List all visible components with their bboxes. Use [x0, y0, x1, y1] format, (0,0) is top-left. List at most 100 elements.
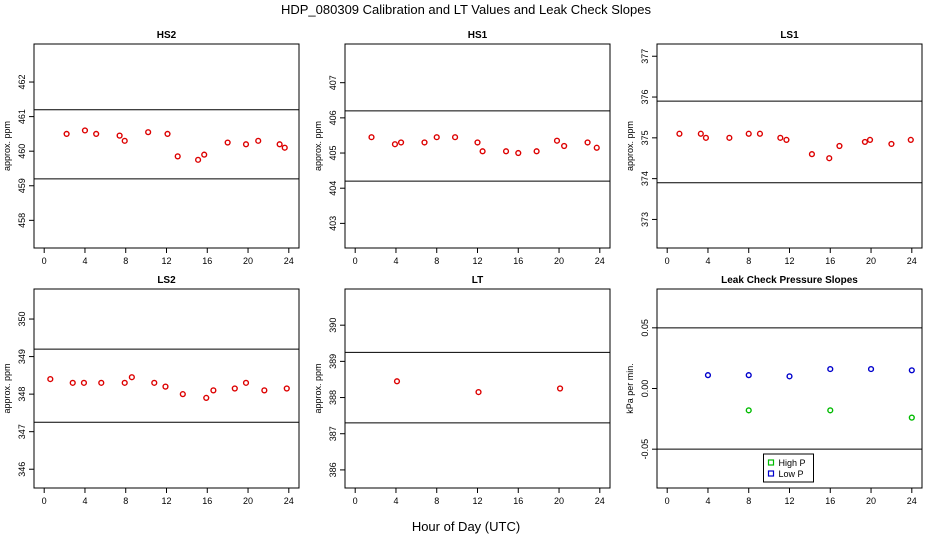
x-tick-label: 20: [554, 256, 564, 266]
data-point: [47, 376, 54, 383]
y-tick-label: 403: [328, 216, 338, 231]
y-tick-label: 347: [17, 424, 27, 439]
legend-box: [763, 453, 814, 483]
panel-title: Leak Check Pressure Slopes: [721, 275, 858, 286]
y-tick-label: 462: [17, 75, 27, 90]
data-point: [866, 136, 874, 143]
x-tick-label: 0: [42, 496, 47, 506]
plot-frame: [33, 43, 300, 249]
data-point: [826, 155, 833, 162]
data-point: [533, 148, 540, 155]
data-point: [745, 130, 752, 137]
x-tick-label: 8: [123, 256, 128, 266]
data-point: [908, 414, 915, 421]
y-tick-label: 348: [17, 387, 27, 402]
y-tick-label: 390: [328, 318, 338, 333]
data-point: [242, 141, 250, 148]
data-point: [704, 372, 712, 379]
panel-title: HS2: [157, 30, 177, 41]
data-point: [397, 139, 405, 146]
panel-ls1: LS1 approx. ppm 0 4 8 12 16 20 24 373 374 375 376 377: [625, 30, 923, 266]
y-tick-label: 373: [640, 212, 650, 227]
x-tick-label: 16: [202, 256, 212, 266]
y-tick-label: 389: [328, 354, 338, 369]
x-tick-label: 0: [42, 256, 47, 266]
data-point: [145, 129, 152, 136]
data-point: [116, 132, 123, 139]
data-point: [745, 372, 752, 379]
x-tick-label: 20: [866, 496, 876, 506]
y-tick-label: 406: [328, 110, 338, 125]
data-point: [433, 134, 440, 141]
y-tick-label: 388: [328, 390, 338, 405]
data-point: [888, 140, 895, 148]
data-point: [697, 130, 704, 137]
x-tick-label: 8: [434, 496, 439, 506]
x-tick-label: 4: [82, 256, 87, 266]
plot-frame: [344, 288, 611, 489]
y-tick-label: 0.05: [640, 319, 650, 337]
data-point: [421, 139, 428, 146]
y-tick-label: 407: [328, 75, 338, 90]
data-point: [203, 394, 210, 401]
x-tick-label: 24: [284, 496, 294, 506]
y-tick-label: 349: [17, 349, 27, 364]
y-tick-label: 0.00: [640, 380, 650, 398]
panel-hs1: HS1 approx. ppm 0 4 8 12 16 20 24 403 404 405 406 407: [313, 30, 611, 266]
data-point: [164, 130, 171, 137]
x-tick-label: 12: [784, 496, 794, 506]
x-tick-label: 16: [513, 256, 523, 266]
panel-title: HS1: [468, 30, 488, 41]
data-point: [676, 130, 683, 137]
data-point: [128, 374, 135, 381]
data-point: [474, 139, 481, 146]
x-tick-label: 8: [746, 496, 751, 506]
y-tick-label: 461: [17, 109, 27, 124]
x-tick-label: 20: [554, 496, 564, 506]
data-point: [861, 138, 869, 146]
data-point: [908, 367, 915, 374]
y-axis-label: approx. ppm: [2, 363, 12, 413]
data-point: [281, 144, 288, 151]
data-point: [827, 365, 834, 373]
data-point: [224, 139, 231, 146]
y-tick-label: 374: [640, 171, 650, 186]
x-tick-label: 24: [907, 256, 917, 266]
data-point: [81, 127, 89, 134]
y-tick-label: 460: [17, 144, 27, 159]
x-tick-label: 24: [595, 256, 605, 266]
data-point: [756, 130, 764, 137]
data-point: [276, 141, 283, 148]
y-axis-label: approx. ppm: [313, 121, 323, 171]
x-tick-label: 12: [784, 256, 794, 266]
data-point: [80, 379, 88, 386]
data-point: [479, 148, 486, 155]
data-point: [63, 130, 70, 137]
y-tick-label: 350: [17, 312, 27, 327]
y-axis-label: approx. ppm: [2, 121, 12, 171]
data-point: [151, 379, 158, 386]
data-point: [194, 156, 202, 163]
legend-entry: High P: [779, 458, 806, 468]
y-axis-label: kPa per min.: [625, 363, 635, 414]
y-axis-label: approx. ppm: [313, 363, 323, 413]
data-point: [702, 134, 710, 141]
x-tick-label: 16: [825, 496, 835, 506]
data-point: [726, 134, 733, 141]
data-point: [556, 385, 564, 392]
data-point: [745, 407, 752, 414]
x-tick-label: 4: [705, 256, 710, 266]
data-point: [261, 387, 268, 394]
figure-title: HDP_080309 Calibration and LT Values and…: [281, 2, 652, 17]
data-point: [515, 149, 522, 157]
x-tick-label: 0: [665, 496, 670, 506]
y-tick-label: 458: [17, 213, 27, 228]
data-point: [231, 385, 238, 392]
x-tick-label: 24: [284, 256, 294, 266]
plot-frame: [344, 43, 611, 249]
legend-entry: Low P: [779, 469, 804, 479]
x-tick-label: 24: [907, 496, 917, 506]
x-tick-label: 20: [243, 496, 253, 506]
figure-x-axis-label: Hour of Day (UTC): [412, 519, 520, 534]
x-tick-label: 0: [353, 256, 358, 266]
